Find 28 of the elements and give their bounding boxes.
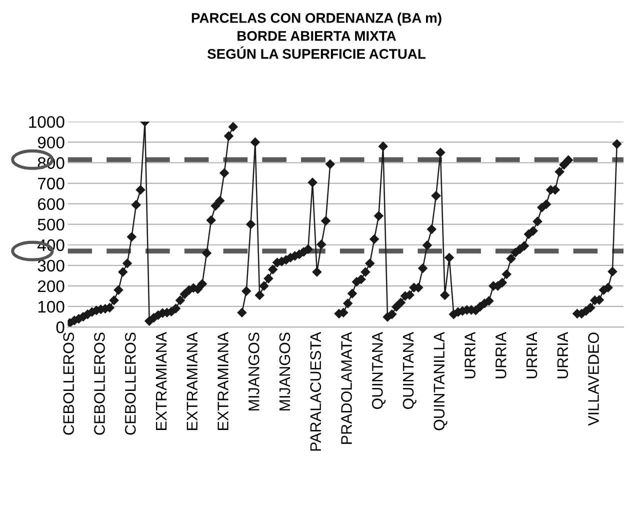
y-tick-label: 900	[38, 136, 64, 148]
x-tick-label: EXTRAMIANA	[186, 332, 198, 430]
x-tick-label: VILLAVEDEO	[588, 332, 599, 426]
x-tick-label: CEBOLLEROS	[94, 332, 105, 435]
y-tick-label: 700	[38, 178, 64, 190]
x-tick-label: EXTRAMIANA	[156, 332, 167, 430]
x-tick-label: QUINTANA	[402, 332, 416, 409]
chart-title: PARCELAS CON ORDENANZA (BA m) BORDE ABIERTA MIXTA SEGÚN LA SUPERFICIE ACTUAL	[192, 12, 442, 59]
y-tick-label: 100	[38, 300, 64, 313]
x-tick-label: QUINTANILLA	[434, 332, 448, 430]
x-tick-label: PARALACUESTA	[310, 332, 322, 451]
x-tick-label: URRIA	[464, 332, 476, 378]
x-tick-label: PRADOLAMATA	[341, 332, 352, 444]
y-tick-label: 200	[38, 280, 64, 292]
x-tick-label: CEBOLLEROS	[63, 332, 74, 435]
x-tick-label: MIJANGOS	[279, 332, 290, 410]
y-tick-label: 600	[38, 198, 64, 210]
y-tick-label: 1000	[29, 116, 64, 128]
x-tick-label: MIJANGOS	[248, 332, 260, 410]
y-tick-label: 300	[38, 260, 64, 272]
x-tick-label: URRIA	[526, 332, 538, 378]
x-tick-label: QUINTANA	[372, 332, 386, 409]
x-tick-label: URRIA	[496, 332, 506, 378]
y-tick-label: 0	[56, 321, 64, 334]
y-tick-label: 500	[38, 218, 64, 231]
x-tick-label: URRIA	[557, 332, 568, 378]
x-tick-label: EXTRAMIANA	[218, 332, 228, 430]
x-tick-label: CEBOLLEROS	[124, 332, 136, 435]
